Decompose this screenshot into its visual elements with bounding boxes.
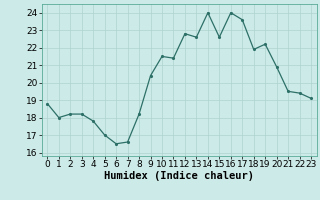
- X-axis label: Humidex (Indice chaleur): Humidex (Indice chaleur): [104, 171, 254, 181]
